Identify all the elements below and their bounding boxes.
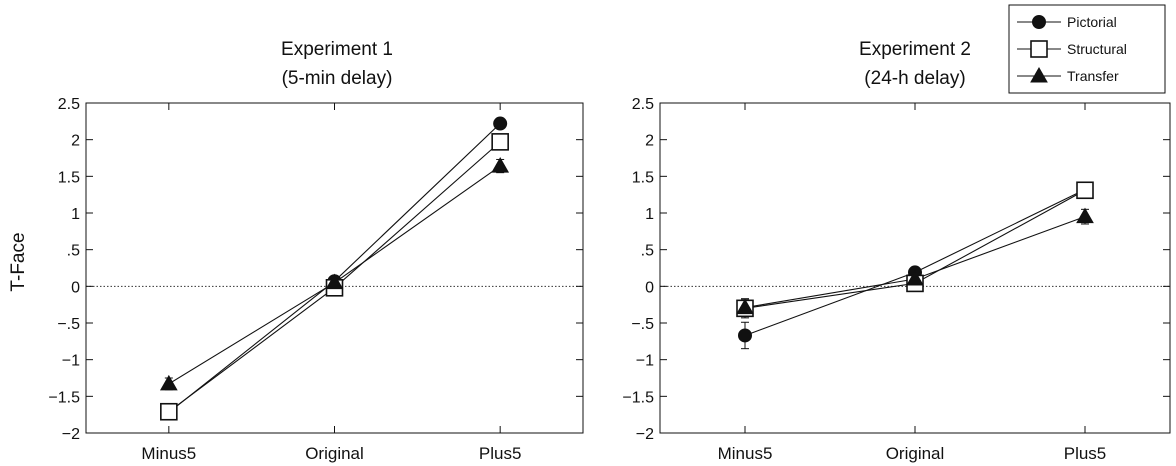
data-point-transfer [1076,207,1094,224]
chart-experiment-1: Experiment 1(5-min delay)2.521.51.50−.5−… [48,39,584,463]
plot-frame [85,102,584,434]
chart-subtitle: (24-h delay) [864,68,965,89]
legend-marker-structural [1030,40,1048,58]
y-axis-label: T-Face [8,232,29,291]
legend: Pictorial Structural Transfer [1008,4,1166,94]
data-point-transfer [736,298,754,315]
data-point-pictorial [493,116,508,131]
legend-label-pictorial: Pictorial [1067,14,1117,30]
series-pictorial [164,118,505,419]
data-point-transfer [159,374,178,391]
y-tick-label: .5 [67,243,80,260]
y-tick-label: 2.5 [58,96,80,113]
x-tick-label: Plus5 [1064,444,1107,463]
chart-title: Experiment 2 [859,39,971,60]
legend-label-transfer: Transfer [1067,68,1119,84]
data-point-transfer [906,269,924,286]
series-line [168,123,501,413]
y-tick-label: −1.5 [622,389,654,406]
y-tick-label: −1 [62,353,80,370]
data-point-transfer [491,157,510,173]
legend-label-structural: Structural [1067,41,1127,57]
data-point-pictorial [738,328,752,343]
data-point-structural [491,133,509,151]
y-tick-label: 2 [71,133,80,150]
x-tick-label: Original [886,444,945,463]
legend-marker-transfer [1030,66,1048,83]
y-tick-label: 2.5 [632,96,654,113]
y-tick-label: 1 [71,206,80,223]
series-line [744,189,1086,336]
series-line [744,216,1086,309]
data-point-structural [160,402,178,421]
y-tick-label: −2 [62,426,80,443]
x-tick-label: Minus5 [718,444,773,463]
x-tick-label: Original [305,444,364,463]
y-tick-label: −.5 [57,316,80,333]
x-tick-label: Minus5 [141,444,196,463]
legend-marker-pictorial [1032,15,1046,29]
y-tick-label: 1.5 [632,169,654,186]
y-tick-label: 1.5 [58,169,80,186]
y-tick-label: −1 [636,353,654,370]
y-tick-label: −2 [636,426,654,443]
chart-subtitle: (5-min delay) [282,68,393,89]
y-tick-label: 0 [71,279,80,296]
x-tick-label: Plus5 [479,444,522,463]
y-tick-label: −.5 [631,316,654,333]
series-structural [741,182,1089,319]
chart-experiment-2: Experiment 2(24-h delay)2.521.51.50−.5−1… [622,39,1171,463]
chart-title: Experiment 1 [281,39,393,60]
y-tick-label: 0 [645,279,654,296]
y-tick-label: .5 [641,243,654,260]
y-tick-label: −1.5 [48,389,80,406]
data-point-transfer [325,273,344,290]
y-tick-label: 1 [645,206,654,223]
series-transfer [741,208,1089,317]
y-tick-label: 2 [645,133,654,150]
data-point-structural [1076,181,1094,200]
